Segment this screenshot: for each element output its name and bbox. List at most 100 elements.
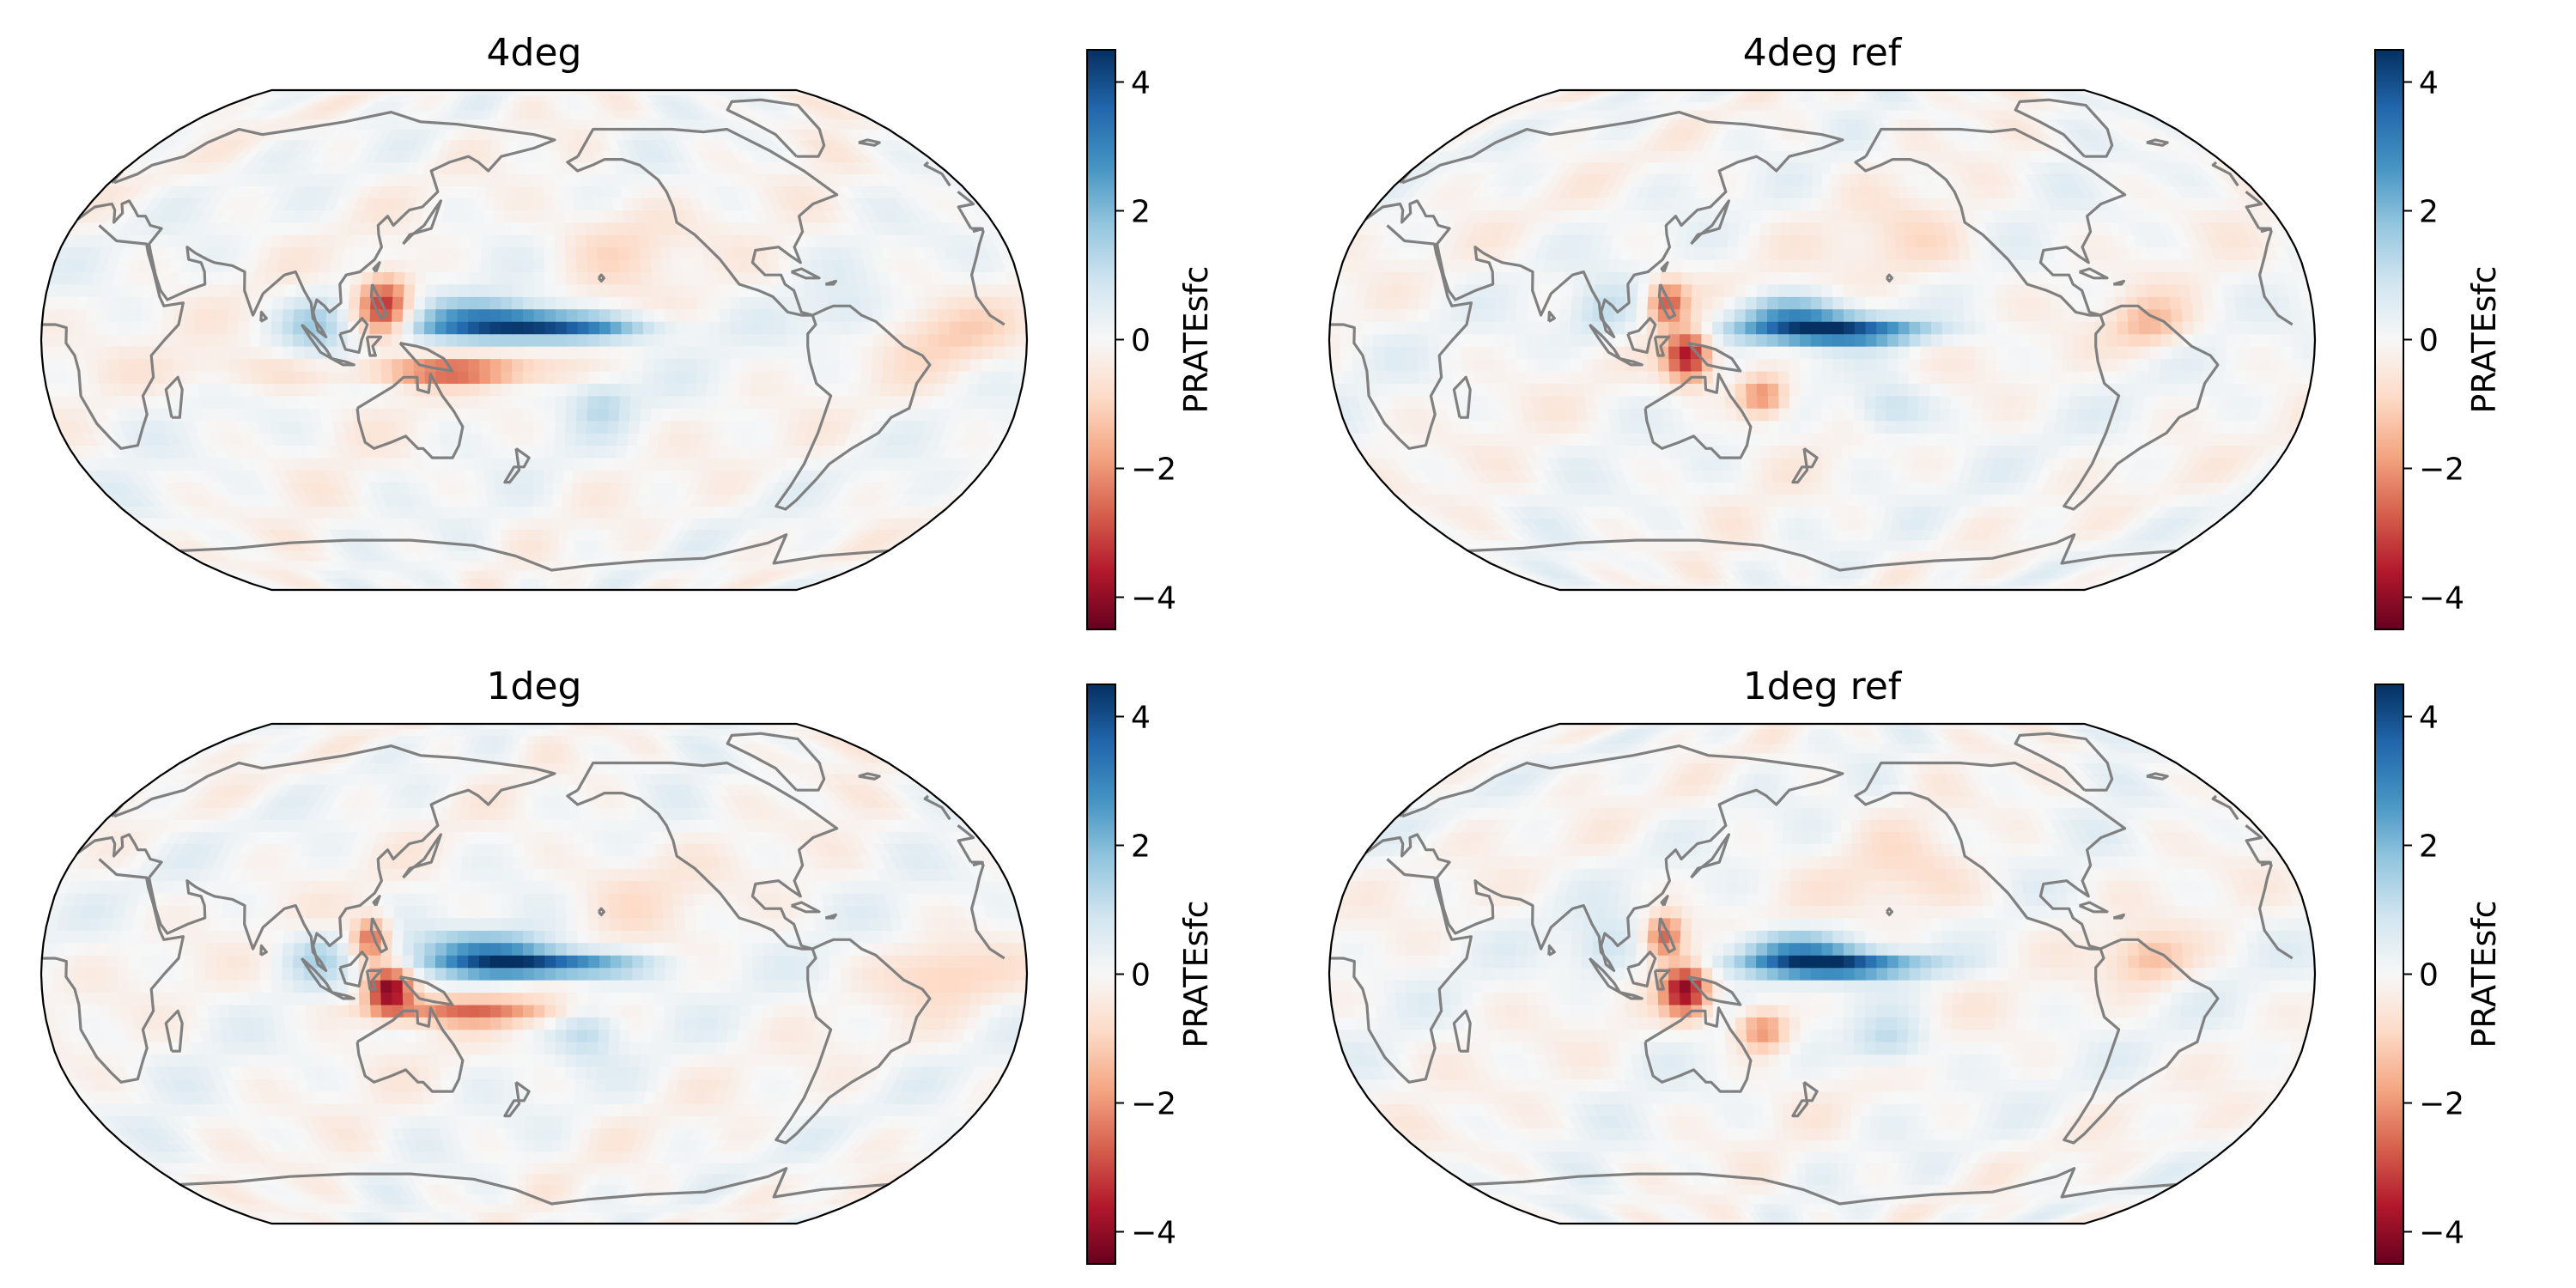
field-cell	[501, 234, 514, 248]
field-cell	[417, 234, 431, 248]
field-cell	[741, 345, 754, 360]
field-cell	[828, 308, 841, 322]
field-cell	[1813, 539, 1823, 551]
field-cell	[543, 482, 555, 495]
field-cell	[1812, 494, 1823, 507]
field-cell	[84, 345, 98, 360]
field-cell	[465, 185, 478, 198]
field-cell	[544, 383, 556, 397]
field-cell	[872, 358, 884, 372]
field-cell	[218, 383, 233, 397]
field-cell	[501, 395, 513, 409]
field-cell	[477, 173, 489, 186]
field-cell	[960, 320, 973, 335]
field-cell	[392, 296, 404, 310]
field-cell	[380, 320, 392, 335]
field-cell	[629, 258, 642, 272]
field-cell	[440, 445, 453, 459]
field-cell	[685, 296, 698, 310]
field-cell	[249, 345, 262, 360]
field-cell	[185, 296, 198, 310]
field-cell	[621, 320, 634, 335]
field-cell	[662, 395, 675, 409]
field-cell	[927, 333, 940, 347]
field-cell	[828, 358, 841, 372]
field-cell	[693, 258, 707, 272]
field-cell	[718, 296, 731, 310]
field-cell	[577, 308, 590, 322]
field-cell	[598, 395, 611, 409]
field-cell	[512, 395, 524, 409]
field-cell	[682, 408, 696, 422]
field-cell	[250, 370, 264, 384]
field-cell	[435, 370, 448, 384]
field-cell	[605, 222, 618, 235]
field-cell	[859, 296, 873, 310]
field-cell	[555, 395, 568, 409]
field-cell	[586, 408, 599, 422]
field-cell	[1803, 517, 1814, 530]
field-cell	[533, 358, 546, 372]
field-cell	[576, 408, 588, 422]
field-cell	[927, 320, 940, 335]
field-cell	[653, 345, 666, 360]
field-cell	[402, 358, 415, 372]
field-cell	[495, 185, 507, 198]
field-cell	[441, 210, 455, 223]
field-cell	[416, 408, 428, 422]
field-cell	[522, 370, 535, 384]
field-cell	[453, 197, 466, 210]
field-cell	[707, 370, 720, 384]
field-cell	[513, 432, 525, 447]
field-cell	[533, 150, 544, 163]
field-cell	[1821, 569, 1830, 579]
field-cell	[603, 210, 617, 223]
field-cell	[457, 320, 470, 335]
field-cell	[850, 345, 863, 360]
field-cell	[238, 333, 250, 347]
field-cell	[796, 345, 809, 360]
field-cell	[383, 258, 397, 272]
field-cell	[555, 246, 567, 260]
field-cell	[641, 383, 654, 397]
field-cell	[106, 320, 119, 335]
field-cell	[566, 358, 579, 372]
field-cell	[523, 470, 535, 483]
field-cell	[525, 528, 535, 541]
field-cell	[576, 258, 588, 272]
field-cell	[217, 296, 231, 310]
field-cell	[781, 383, 795, 397]
field-cell	[783, 296, 797, 310]
field-cell	[95, 333, 108, 347]
field-cell	[319, 258, 333, 272]
field-cell	[1784, 506, 1796, 519]
field-cell	[206, 296, 220, 310]
field-cell	[632, 333, 644, 347]
field-cell	[315, 370, 329, 384]
field-cell	[642, 345, 655, 360]
field-cell	[969, 308, 983, 322]
field-cell	[586, 258, 599, 272]
field-cell	[306, 383, 319, 397]
field-cell	[522, 358, 535, 372]
field-cell	[577, 358, 590, 372]
field-cell	[594, 222, 607, 235]
field-cell	[228, 370, 242, 384]
field-cell	[128, 333, 141, 347]
field-cell	[478, 358, 491, 372]
field-cell	[484, 185, 497, 198]
field-cell	[479, 383, 492, 397]
field-cell	[486, 173, 498, 186]
field-cell	[533, 210, 545, 223]
field-cell	[515, 161, 526, 174]
field-cell	[576, 383, 589, 397]
colorbar-gradient	[1086, 49, 1116, 630]
field-cell	[737, 271, 750, 285]
field-cell	[659, 246, 673, 260]
field-cell	[486, 494, 498, 507]
field-cell	[172, 333, 185, 347]
field-cell	[653, 296, 665, 310]
field-cell	[572, 470, 585, 483]
field-cell	[208, 283, 222, 297]
